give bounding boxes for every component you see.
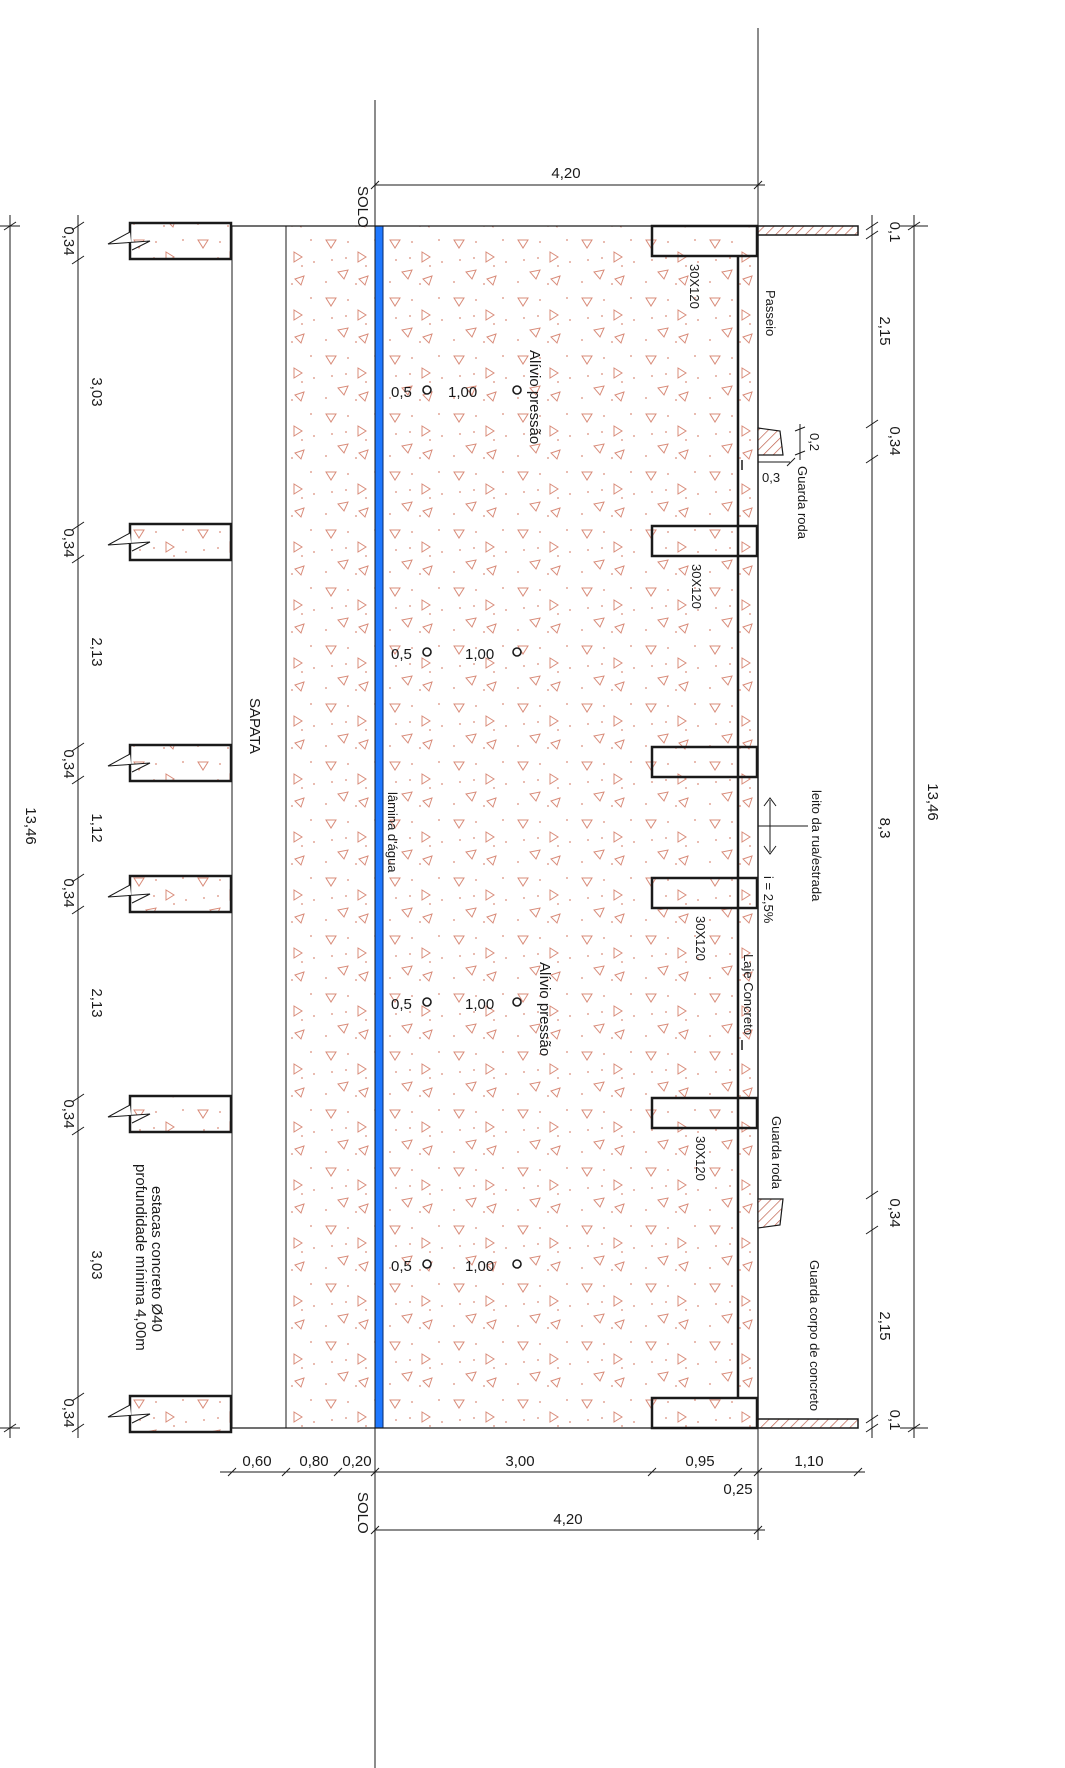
dim-left-9: 3,03	[88, 1250, 105, 1279]
dim-guard-width: 0,3	[762, 470, 780, 485]
beam	[650, 876, 759, 910]
guard-wheel-label-1: Guarda roda	[795, 466, 810, 540]
dim-left-2: 0,34	[60, 528, 77, 557]
sidewalk-label: Passeio	[763, 290, 778, 336]
road-arrow	[758, 797, 808, 855]
pipe-small	[422, 647, 432, 657]
backfill-zone	[286, 226, 376, 1428]
dim-left-8: 0,34	[60, 1099, 77, 1128]
beam	[650, 745, 759, 779]
piles-label-1: estacas concreto Ø40	[148, 1186, 165, 1332]
parapet-bottom	[757, 1418, 859, 1429]
dim-left-stack	[71, 215, 85, 1438]
relief-label-2: Alívio pressão	[536, 962, 553, 1056]
solo-top-label: SOLO	[354, 186, 371, 228]
pipe-labels: 0,5 1,00 0,5 1,00 0,5 1,00 0,5 1,00	[391, 384, 494, 1275]
beam-top	[650, 224, 759, 258]
sapata-label: SAPATA	[246, 698, 263, 754]
dim-top-width-label: 4,20	[551, 165, 580, 182]
dim-left-total	[0, 215, 20, 1438]
dim-bottom-1: 0,80	[299, 1453, 328, 1470]
guard-rail-top	[757, 427, 784, 456]
beam-bottom	[650, 1396, 759, 1430]
dim-left-5: 1,12	[88, 813, 105, 842]
pipe-small	[422, 1259, 432, 1269]
svg-text:0,5: 0,5	[391, 1258, 412, 1275]
parapet-top	[757, 225, 859, 236]
dim-bottom-width-label: 4,20	[553, 1511, 582, 1528]
piles-label-2: profundidade mínima 4,00m	[132, 1164, 149, 1351]
water-label: lâmina d'água	[385, 792, 400, 873]
slope-label: i = 2,5%	[761, 876, 776, 924]
svg-text:1,00: 1,00	[465, 996, 494, 1013]
dim-bottom-width	[370, 1525, 765, 1535]
slab-label: Laje Concreto	[741, 954, 756, 1035]
dim-right-middle: 8,3	[876, 818, 893, 839]
pipe-large	[512, 1259, 522, 1269]
beams	[650, 224, 759, 1430]
road-label: leito da rua/estrada	[809, 790, 824, 902]
dim-right-1: 2,15	[876, 316, 893, 345]
dim-bottom-2: 0,20	[342, 1453, 371, 1470]
svg-text:0,5: 0,5	[391, 384, 412, 401]
dim-left-1: 3,03	[88, 377, 105, 406]
dim-top-width	[370, 180, 765, 190]
dim-bottom-3: 3,00	[505, 1453, 534, 1470]
parapet-label: Guarda corpo de concreto	[807, 1260, 822, 1411]
guard-wheel-label-2: Guarda roda	[769, 1116, 784, 1190]
beam-label: 30X120	[693, 1136, 708, 1181]
beam	[650, 524, 759, 558]
svg-text:1,00: 1,00	[448, 384, 477, 401]
pipe-small	[422, 997, 432, 1007]
dim-left-6: 0,34	[60, 878, 77, 907]
culvert-body	[382, 226, 758, 1428]
dim-right-total	[900, 215, 928, 1438]
dim-bottom-0: 0,60	[242, 1453, 271, 1470]
dim-right-5: 0,1	[886, 1410, 903, 1431]
beam-label: 30X120	[687, 264, 702, 309]
dim-left-total-label: 13,46	[22, 807, 39, 845]
pipe-small	[422, 385, 432, 395]
dim-right-0: 0,1	[886, 222, 903, 243]
svg-text:1,00: 1,00	[465, 1258, 494, 1275]
dim-bottom-row	[220, 1467, 865, 1477]
pipe-large	[512, 997, 522, 1007]
dim-right-4: 2,15	[876, 1311, 893, 1340]
beam	[650, 1096, 759, 1130]
dim-guard-height: 0,2	[807, 433, 822, 451]
dim-right-2: 0,34	[886, 426, 903, 455]
water-layer	[374, 225, 384, 1429]
dim-left-7: 2,13	[88, 988, 105, 1017]
svg-text:1,00: 1,00	[465, 646, 494, 663]
dim-bottom-extra: 0,25	[723, 1481, 752, 1498]
beam-label: 30X120	[689, 564, 704, 609]
beam-label: 30X120	[693, 916, 708, 961]
svg-text:0,5: 0,5	[391, 646, 412, 663]
dim-left-3: 2,13	[88, 637, 105, 666]
dim-left-0: 0,34	[60, 226, 77, 255]
dim-right-stack	[865, 215, 879, 1438]
dim-bottom-5: 1,10	[794, 1453, 823, 1470]
solo-bottom-label: SOLO	[354, 1492, 371, 1534]
pile-break-marks	[107, 231, 151, 1424]
relief-label-1: Alívio pressão	[526, 350, 543, 444]
pipe-large	[512, 385, 522, 395]
pipes	[422, 385, 522, 1269]
dim-right-3: 0,34	[886, 1198, 903, 1227]
guard-rail-bottom	[757, 1198, 784, 1229]
dim-bottom-4: 0,95	[685, 1453, 714, 1470]
pipe-large	[512, 647, 522, 657]
dim-left-4: 0,34	[60, 749, 77, 778]
dim-right-total-label: 13,46	[924, 783, 941, 821]
dim-guard	[758, 424, 806, 467]
dim-left-10: 0,34	[60, 1398, 77, 1427]
svg-text:0,5: 0,5	[391, 996, 412, 1013]
